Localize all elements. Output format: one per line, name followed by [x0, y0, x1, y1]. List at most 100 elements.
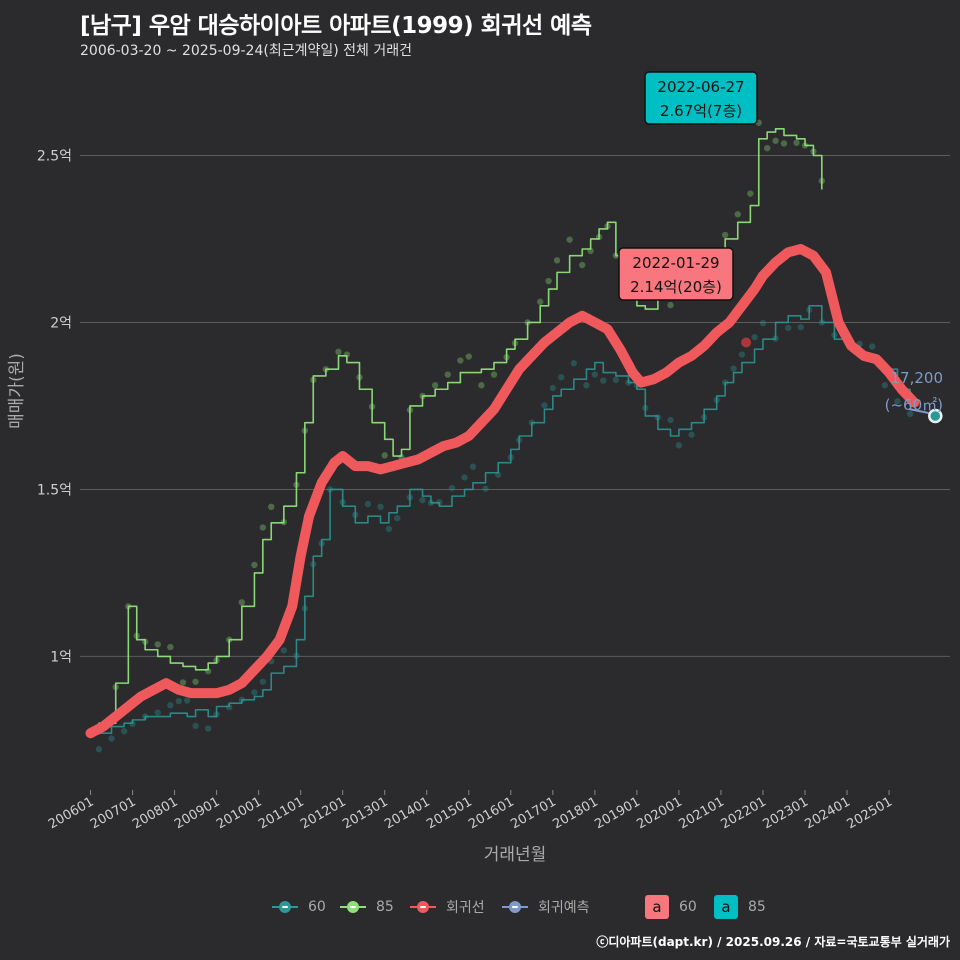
- scatter-point-60: [183, 697, 191, 704]
- scatter-point-60: [364, 500, 372, 508]
- legend-box-label-60: 60: [679, 899, 697, 915]
- scatter-point-60: [600, 377, 607, 384]
- scatter-point-60: [204, 725, 212, 732]
- legend-item-60[interactable]: 60: [272, 893, 326, 921]
- legend-item-prediction[interactable]: 회귀예측: [502, 893, 590, 921]
- scatter-point-85: [721, 231, 729, 239]
- x-tick-label: 200801: [130, 794, 180, 832]
- scatter-point-85: [537, 298, 544, 305]
- x-tick-label: 200601: [46, 794, 96, 832]
- x-tick-label: 201401: [382, 794, 432, 832]
- scatter-point-60: [759, 319, 767, 327]
- scatter-point-60: [95, 746, 103, 753]
- scatter-point-60: [251, 689, 258, 696]
- x-axis-title: 거래년월: [484, 845, 547, 865]
- scatter-point-60: [280, 647, 288, 654]
- scatter-point-85: [192, 678, 199, 685]
- annotation-price-0: 2.67억(7층): [660, 102, 742, 120]
- x-tick-label: 200901: [172, 794, 222, 832]
- scatter-point-85: [444, 371, 451, 378]
- scatter-point-85: [431, 382, 439, 389]
- legend-item-regression[interactable]: 회귀선: [410, 893, 485, 921]
- annotation-box-1: [618, 247, 734, 301]
- scatter-point-60: [675, 442, 683, 449]
- scatter-point-60: [570, 360, 578, 367]
- scatter-point-85: [545, 277, 552, 285]
- scatter-point-85: [579, 261, 586, 269]
- scatter-point-85: [465, 353, 472, 360]
- scatter-point-60: [906, 410, 914, 418]
- prediction-area: (~60㎡): [885, 396, 943, 414]
- x-tick-label: 202001: [634, 794, 684, 832]
- y-tick-label: 2억: [50, 315, 72, 331]
- prediction-point: [928, 408, 943, 424]
- scatter-point-60: [738, 351, 746, 358]
- legend-box-label-85: 85: [748, 899, 766, 915]
- scatter-point-85: [553, 257, 561, 264]
- x-tick-label: 202201: [718, 794, 768, 832]
- scatter-point-60: [394, 514, 401, 522]
- scatter-point-60: [385, 525, 393, 533]
- scatter-point-60: [797, 323, 804, 331]
- scatter-point-85: [167, 643, 174, 651]
- scatter-point-85: [793, 139, 800, 146]
- x-tick-label: 201701: [508, 794, 558, 832]
- scatter-point-60: [469, 463, 477, 470]
- legend-swatch-85: [340, 901, 366, 913]
- x-tick-label: 201101: [256, 794, 306, 832]
- prediction-value: 17,200: [891, 369, 944, 387]
- scatter-point-60: [419, 496, 426, 504]
- x-tick-label: 201501: [424, 794, 474, 832]
- scatter-point-60: [175, 697, 182, 705]
- y-axis-title: 매매가(원): [7, 353, 27, 429]
- x-tick-label: 201801: [550, 794, 600, 832]
- scatter-point-60: [482, 485, 489, 492]
- legend-label-regression: 회귀선: [446, 900, 485, 916]
- scatter-point-60: [688, 431, 695, 438]
- legend-label-prediction: 회귀예측: [538, 900, 590, 916]
- series-line-회귀선: [85, 243, 920, 739]
- annotation-date-0: 2022-06-27: [657, 78, 744, 96]
- scatter-point-85: [381, 452, 388, 459]
- annotation-box-0: [644, 71, 758, 125]
- scatter-point-60: [583, 382, 590, 389]
- x-tick-label: 201201: [298, 794, 348, 832]
- x-tick-label: 201301: [340, 794, 390, 832]
- legend-box-glyph-60: a: [645, 895, 669, 919]
- annotation-price-1: 2.14억(20층): [630, 278, 722, 296]
- x-tick-label: 202501: [845, 794, 895, 832]
- scatter-point-85: [772, 137, 779, 144]
- scatter-point-60: [154, 709, 161, 716]
- series-line-85: [98, 127, 823, 725]
- scatter-point-85: [154, 641, 161, 648]
- scatter-point-85: [490, 371, 498, 378]
- scatter-point-60: [558, 374, 565, 381]
- scatter-point-60: [192, 722, 199, 730]
- legend: 60 85 회귀선 회귀예측 a 60 a 85: [0, 893, 960, 921]
- annotation-date-1: 2022-01-29: [632, 254, 719, 272]
- legend-box-glyph-85: a: [714, 895, 738, 919]
- source-credit: ⓒ디아파트(dapt.kr) / 2025.09.26 / 자료=국토교통부 실…: [596, 935, 950, 949]
- scatter-point-60: [448, 484, 456, 492]
- x-tick-label: 202401: [803, 794, 853, 832]
- legend-box-60[interactable]: a 60: [645, 893, 697, 921]
- scatter-point-60: [667, 416, 674, 424]
- legend-box-85[interactable]: a 85: [714, 893, 766, 921]
- scatter-point-60: [894, 398, 901, 405]
- scatter-point-85: [747, 190, 754, 197]
- scatter-point-60: [549, 384, 557, 392]
- scatter-point-60: [541, 402, 548, 409]
- scatter-point-85: [566, 236, 573, 243]
- scatter-point-85: [763, 144, 771, 152]
- legend-item-85[interactable]: 85: [340, 893, 394, 921]
- chart-title: [남구] 우암 대승하이아트 아파트(1999) 회귀선 예측: [80, 13, 592, 39]
- series-line-60: [98, 304, 911, 735]
- scatter-point-85: [335, 348, 342, 356]
- x-tick-label: 202101: [676, 794, 726, 832]
- scatter-point-85: [238, 599, 246, 606]
- scatter-point-60: [259, 678, 267, 685]
- scatter-point-85: [251, 561, 258, 569]
- x-tick-label: 201001: [214, 794, 264, 832]
- scatter-point-85: [478, 382, 485, 389]
